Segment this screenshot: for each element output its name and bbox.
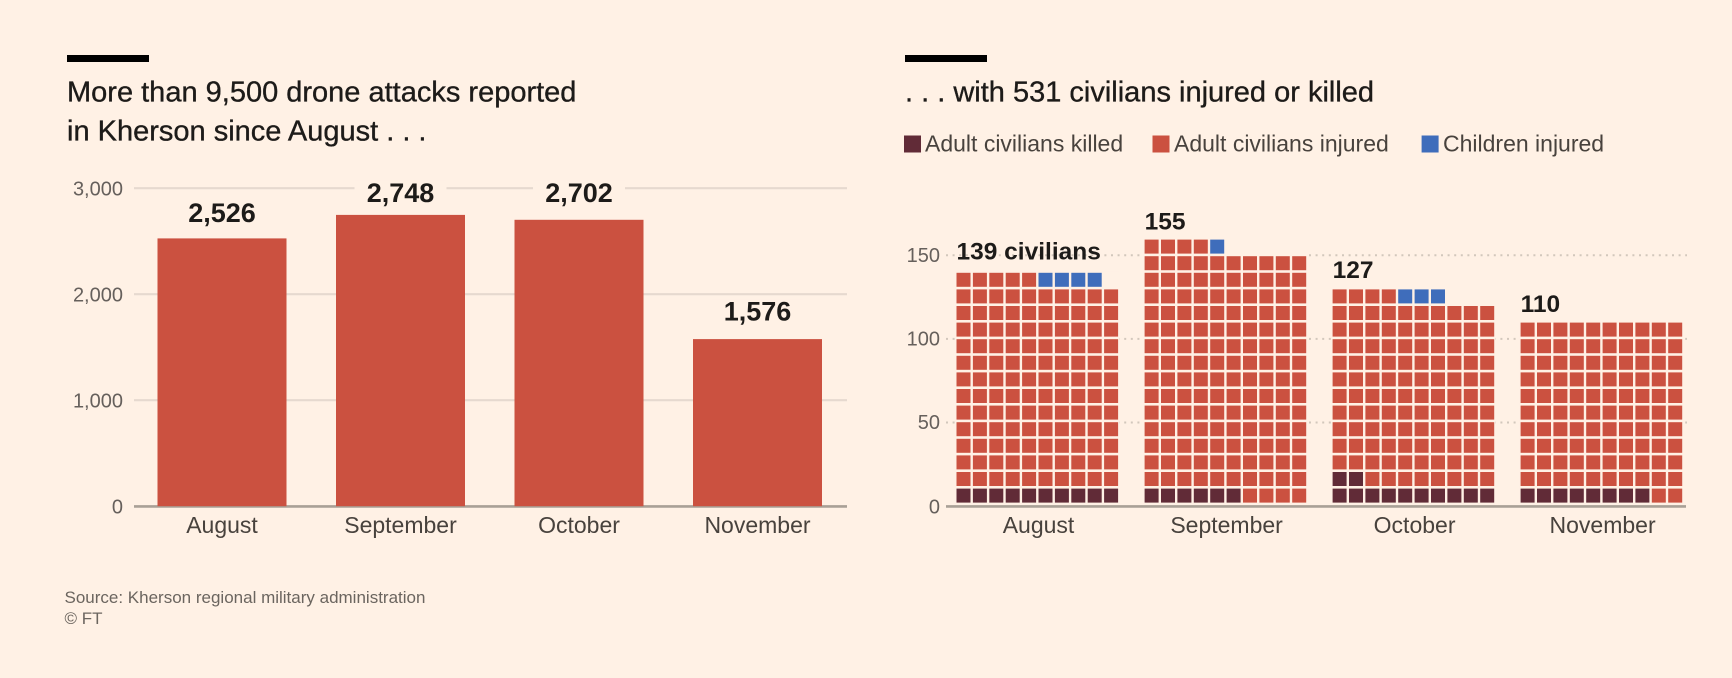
svg-text:2,000: 2,000 <box>73 284 123 306</box>
svg-text:October: October <box>1374 512 1456 538</box>
svg-text:1,000: 1,000 <box>73 390 123 412</box>
svg-text:Children injured: Children injured <box>1443 131 1604 157</box>
svg-text:139 civilians: 139 civilians <box>957 239 1101 266</box>
svg-text:100: 100 <box>907 329 940 351</box>
svg-text:0: 0 <box>112 496 123 518</box>
svg-text:Adult civilians killed: Adult civilians killed <box>925 131 1123 157</box>
svg-text:. . . with 531 civilians injur: . . . with 531 civilians injured or kill… <box>905 77 1374 109</box>
svg-text:50: 50 <box>918 412 940 434</box>
svg-text:155: 155 <box>1145 208 1186 235</box>
svg-text:More than 9,500 drone attacks: More than 9,500 drone attacks reported <box>67 77 576 109</box>
svg-text:3,000: 3,000 <box>73 178 123 200</box>
svg-text:August: August <box>186 512 258 538</box>
svg-text:Source: Kherson regional milit: Source: Kherson regional military admini… <box>65 588 426 607</box>
svg-text:in Kherson since August . . .: in Kherson since August . . . <box>67 116 426 148</box>
svg-text:November: November <box>704 512 810 538</box>
svg-text:0: 0 <box>929 496 940 518</box>
svg-text:110: 110 <box>1521 291 1561 318</box>
svg-text:127: 127 <box>1333 257 1374 284</box>
svg-text:150: 150 <box>907 245 940 267</box>
svg-text:2,702: 2,702 <box>545 178 613 208</box>
svg-text:2,526: 2,526 <box>188 198 256 228</box>
svg-text:November: November <box>1550 512 1656 538</box>
svg-text:September: September <box>1170 512 1283 538</box>
svg-text:2,748: 2,748 <box>367 178 435 208</box>
svg-text:October: October <box>538 512 620 538</box>
svg-text:September: September <box>344 512 457 538</box>
svg-text:Adult civilians injured: Adult civilians injured <box>1174 131 1389 157</box>
svg-text:August: August <box>1003 512 1075 538</box>
svg-text:1,576: 1,576 <box>724 296 792 326</box>
svg-text:© FT: © FT <box>65 609 103 628</box>
